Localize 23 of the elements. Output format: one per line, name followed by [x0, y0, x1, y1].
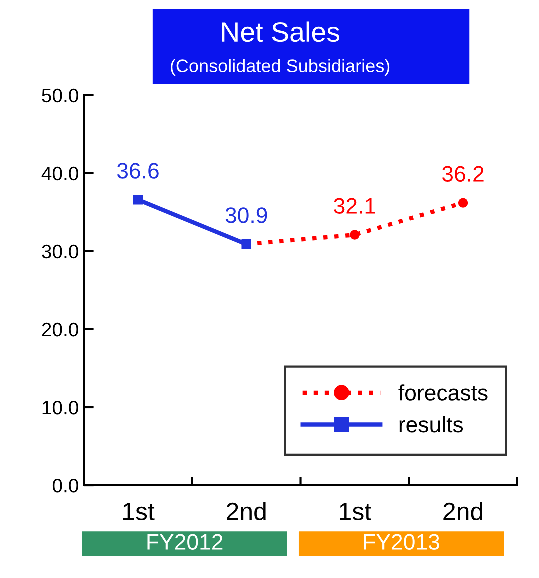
y-tick-label: 0.0 — [52, 478, 78, 493]
data-label: 32.1 — [334, 198, 376, 214]
data-label: 36.2 — [442, 166, 484, 182]
y-tick-label: 10.0 — [42, 400, 78, 415]
x-tick-label: 2nd — [444, 502, 483, 521]
x-tick-label: 2nd — [226, 502, 266, 521]
data-label: 30.9 — [226, 208, 268, 224]
text: FY2012 — [148, 534, 223, 550]
text: FY2013 — [364, 534, 440, 550]
y-tick-label: 20.0 — [42, 322, 78, 337]
y-tick-label: 50.0 — [42, 88, 78, 103]
chart-subtitle: (Consolidated Subsidiaries) — [171, 59, 390, 76]
legend-label: results — [400, 416, 464, 433]
point — [133, 195, 144, 205]
point — [458, 198, 468, 208]
data-label: 36.6 — [117, 163, 159, 179]
y-tick-label: 40.0 — [42, 166, 78, 181]
point — [350, 230, 360, 240]
legend-label: forecasts — [398, 384, 488, 401]
x-tick-label: 1st — [123, 503, 155, 521]
chart-title: Net Sales — [222, 22, 340, 42]
x-tick-label: 1st — [340, 503, 372, 521]
y-tick-label: 30.0 — [42, 244, 78, 259]
